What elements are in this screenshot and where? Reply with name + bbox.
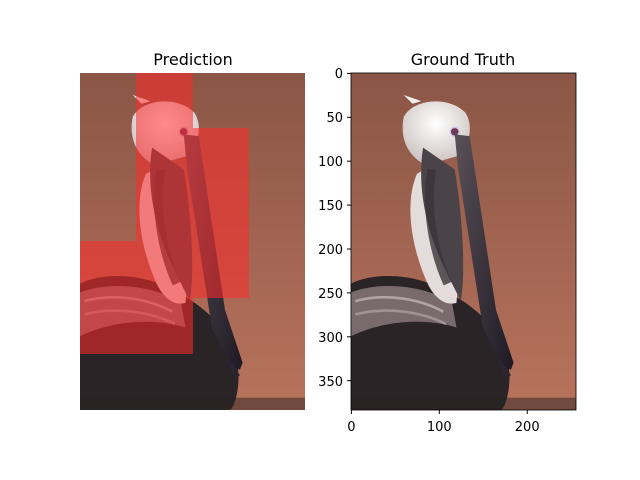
- ground-truth-title: Ground Truth: [411, 50, 516, 69]
- y-tick-label: 300: [318, 331, 343, 346]
- prediction-image: [80, 73, 305, 410]
- y-tick-label: 150: [318, 199, 343, 214]
- x-tick-label: 200: [515, 420, 540, 435]
- y-tick-label: 350: [318, 375, 343, 390]
- x-axis: 0 100 200: [347, 410, 540, 435]
- y-tick-label: 200: [318, 243, 343, 258]
- y-tick-label: 0: [335, 67, 343, 82]
- x-tick-label: 100: [427, 420, 452, 435]
- y-tick-label: 100: [318, 155, 343, 170]
- y-tick-label: 50: [326, 111, 343, 126]
- ground-truth-image: [351, 73, 576, 410]
- prediction-overlay: [80, 73, 249, 354]
- y-tick-label: 250: [318, 287, 343, 302]
- x-tick-label: 0: [347, 420, 355, 435]
- y-axis: 0 50 100 150 200 250 300 350: [318, 67, 351, 390]
- ground-truth-axes-frame: [350, 72, 577, 411]
- prediction-title: Prediction: [153, 50, 232, 69]
